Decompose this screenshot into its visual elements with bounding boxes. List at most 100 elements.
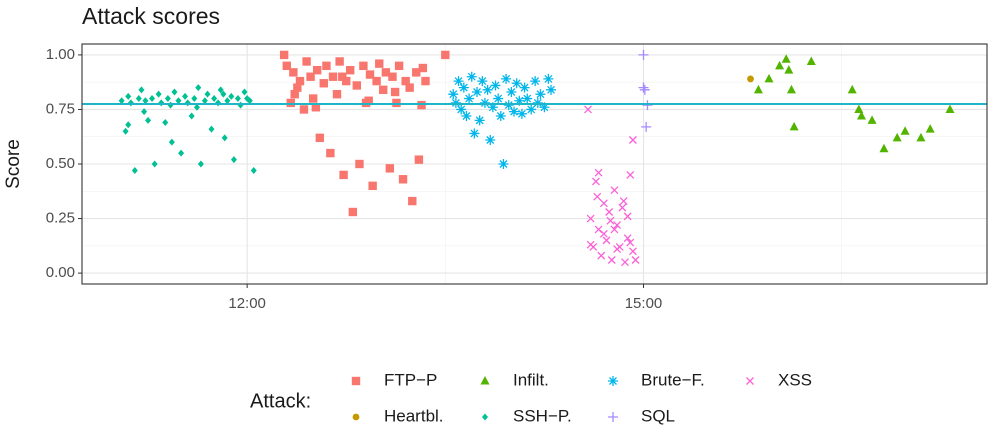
point [388,72,397,81]
point [315,133,325,143]
point [302,57,311,66]
point [355,159,364,169]
point [456,104,467,115]
point [145,116,152,124]
point [464,93,475,104]
legend-swatch [352,413,360,421]
y-tick-label: 0.50 [46,155,75,172]
legend-item: Infilt. [480,370,549,389]
point [408,196,417,206]
point [530,76,541,87]
point [503,100,514,111]
point [220,90,227,98]
legend-swatch [351,376,361,386]
point [345,65,355,75]
point [131,167,138,175]
point [506,87,517,97]
point [149,95,156,103]
point [764,73,774,83]
legend-item: Heartbl. [352,406,444,425]
point [279,50,289,60]
point [511,78,522,89]
point [543,73,554,84]
point [381,68,391,77]
point [472,87,483,97]
point [642,100,653,111]
point [178,149,185,157]
point [138,86,145,94]
point [584,105,592,114]
point [162,119,169,127]
point [155,90,162,98]
point [501,73,512,84]
point [466,71,477,82]
point [141,108,148,116]
point [401,76,410,86]
point [450,97,461,108]
point [519,82,530,93]
point [208,125,215,133]
point [322,61,331,71]
point [591,177,600,186]
point [477,76,488,87]
point [610,225,619,234]
point [610,186,619,195]
point [195,84,202,92]
point [368,181,377,191]
point [352,81,362,90]
point [211,95,218,103]
point [191,95,198,103]
point [623,234,632,243]
point [184,99,191,107]
point [364,96,373,105]
point [789,121,799,131]
point [498,159,509,169]
point [597,251,606,260]
point [306,72,315,81]
point [339,170,348,180]
point [319,79,328,88]
point [593,192,602,201]
point [372,76,381,86]
y-tick-label: 0.00 [46,264,75,281]
point [282,61,291,71]
point [326,148,335,158]
point [599,199,608,208]
point [348,207,358,217]
point [312,65,322,75]
legend-item: SQL [608,406,675,425]
legend-item: FTP−P [351,370,437,389]
point [193,103,200,111]
point [418,63,428,73]
legend-swatch [608,376,618,386]
point [168,138,175,146]
point [631,256,640,264]
point [605,208,614,216]
point [847,84,857,94]
point [606,216,615,225]
point [879,143,889,153]
point [482,84,493,95]
point [586,214,595,223]
point [175,97,182,105]
point [626,170,635,179]
point [613,221,622,230]
point [458,82,469,93]
point [338,72,347,81]
point [414,155,424,164]
point [892,132,902,142]
point [241,88,248,96]
point [164,95,171,103]
legend-swatch [608,412,618,422]
legend-swatch [480,376,490,385]
x-tick-label: 12:00 [228,295,266,312]
point [535,89,546,100]
point [197,160,204,168]
point [421,76,430,86]
point [786,84,796,94]
point [188,112,195,120]
point [613,245,622,254]
point [135,95,142,103]
point [342,76,351,86]
point [602,236,611,245]
